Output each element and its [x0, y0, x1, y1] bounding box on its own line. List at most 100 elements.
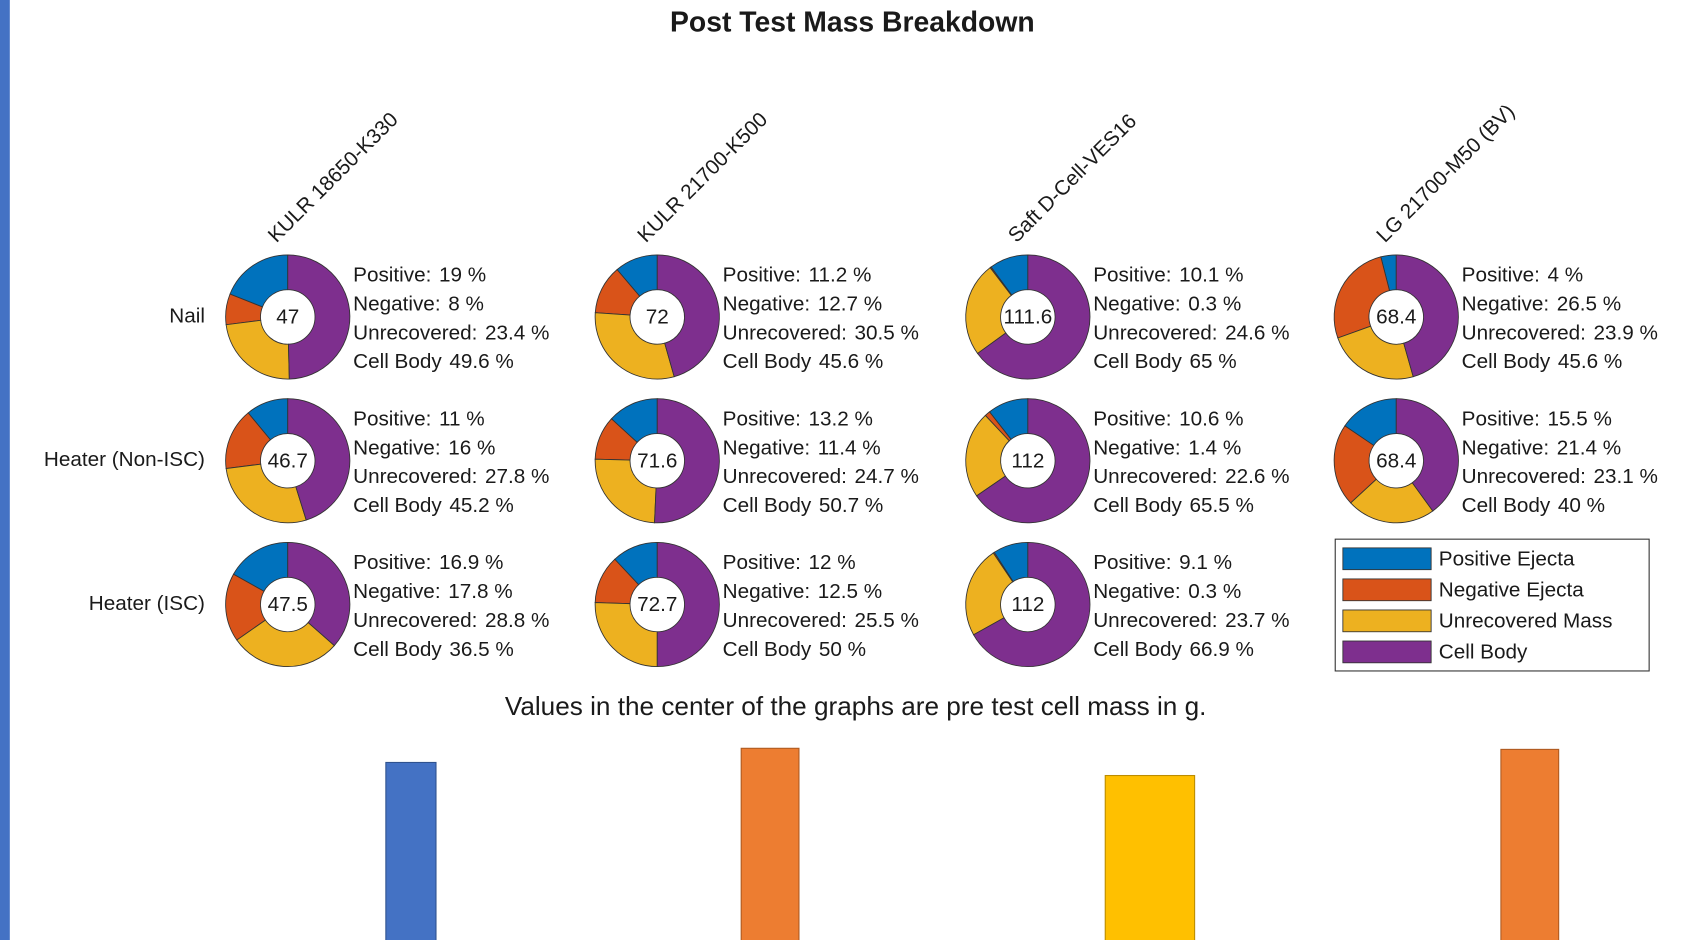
- label-name: Positive:: [1093, 408, 1171, 431]
- value-label: Positive: 13.2 %: [723, 408, 873, 431]
- label-value: 36.5 %: [449, 638, 513, 661]
- label-name: Negative:: [1093, 581, 1180, 604]
- donut-slice: [973, 541, 1091, 668]
- value-label: Positive: 19 %: [353, 264, 486, 287]
- value-label: Cell Body 65 %: [1093, 351, 1236, 374]
- label-value: 12.5 %: [818, 581, 882, 604]
- label-value: 45.6 %: [1558, 351, 1622, 374]
- center-mass: 72: [646, 306, 669, 329]
- label-value: 21.4 %: [1557, 437, 1621, 460]
- donut-slice: [594, 602, 658, 668]
- value-label: Cell Body 45.2 %: [353, 495, 514, 518]
- donut-slice: [1337, 325, 1414, 380]
- value-label: Unrecovered: 24.7 %: [723, 466, 919, 489]
- label-name: Unrecovered:: [1093, 322, 1217, 345]
- value-label: Cell Body 50.7 %: [723, 495, 884, 518]
- label-value: 65 %: [1189, 351, 1236, 374]
- center-mass: 68.4: [1376, 449, 1416, 472]
- value-label: Positive: 4 %: [1462, 264, 1584, 287]
- label-name: Cell Body: [723, 495, 812, 518]
- label-name: Unrecovered:: [723, 322, 847, 345]
- label-name: Unrecovered:: [353, 322, 477, 345]
- label-name: Negative:: [1462, 293, 1549, 316]
- label-value: 13.2 %: [809, 408, 873, 431]
- row-label: Nail: [169, 304, 205, 327]
- value-label: Cell Body 50 %: [723, 638, 866, 661]
- value-label: Positive: 10.6 %: [1093, 408, 1243, 431]
- legend-label: Cell Body: [1439, 640, 1528, 663]
- label-name: Negative:: [353, 293, 440, 316]
- label-name: Positive:: [353, 408, 431, 431]
- value-label: Unrecovered: 23.4 %: [353, 322, 549, 345]
- label-name: Cell Body: [1093, 351, 1182, 374]
- value-label: Cell Body 65.5 %: [1093, 495, 1254, 518]
- center-mass: 112: [1011, 449, 1044, 472]
- label-value: 4 %: [1548, 264, 1584, 287]
- legend-swatch: [1342, 609, 1432, 633]
- center-mass: 72.7: [637, 593, 677, 616]
- value-label: Positive: 9.1 %: [1093, 552, 1232, 575]
- donut-slice: [287, 398, 351, 521]
- value-label: Negative: 11.4 %: [723, 437, 881, 460]
- row-label: Heater (ISC): [89, 592, 205, 615]
- donut-slice: [236, 619, 335, 667]
- value-label: Unrecovered: 23.7 %: [1093, 609, 1289, 632]
- value-label: Positive: 10.1 %: [1093, 264, 1243, 287]
- value-label: Unrecovered: 22.6 %: [1093, 466, 1289, 489]
- label-name: Cell Body: [723, 638, 812, 661]
- label-name: Negative:: [353, 437, 440, 460]
- label-value: 8 %: [448, 293, 484, 316]
- label-value: 22.6 %: [1225, 466, 1289, 489]
- value-label: Unrecovered: 27.8 %: [353, 466, 549, 489]
- note: Values in the center of the graphs are p…: [505, 691, 1207, 721]
- label-value: 30.5 %: [855, 322, 919, 345]
- label-value: 65.5 %: [1189, 495, 1253, 518]
- donut-slice: [976, 254, 1091, 380]
- donut-slice: [965, 414, 1010, 497]
- bar: [385, 761, 437, 940]
- label-name: Cell Body: [1462, 351, 1551, 374]
- label-value: 11 %: [439, 408, 485, 431]
- label-name: Negative:: [723, 581, 810, 604]
- bar: [740, 747, 800, 940]
- label-value: 17.8 %: [448, 581, 512, 604]
- label-value: 66.9 %: [1189, 638, 1253, 661]
- donut-slice: [654, 398, 720, 524]
- chart-title: Post Test Mass Breakdown: [670, 6, 1035, 38]
- value-label: Cell Body 45.6 %: [723, 351, 884, 374]
- label-value: 45.6 %: [819, 351, 883, 374]
- label-name: Positive:: [723, 408, 801, 431]
- label-value: 23.7 %: [1225, 609, 1289, 632]
- value-label: Negative: 16 %: [353, 437, 495, 460]
- center-mass: 71.6: [637, 449, 677, 472]
- bar: [1104, 774, 1196, 940]
- value-label: Positive: 12 %: [723, 552, 856, 575]
- label-value: 12 %: [809, 552, 856, 575]
- label-value: 0.3 %: [1188, 581, 1241, 604]
- label-name: Cell Body: [1093, 638, 1182, 661]
- donut-slice: [594, 312, 675, 380]
- value-label: Positive: 16.9 %: [353, 552, 503, 575]
- row-label: Heater (Non-ISC): [44, 448, 205, 471]
- center-mass: 111.6: [1003, 306, 1052, 329]
- label-value: 25.5 %: [855, 609, 919, 632]
- label-value: 49.6 %: [449, 351, 513, 374]
- label-value: 11.2 %: [809, 264, 872, 287]
- label-value: 1.4 %: [1188, 437, 1241, 460]
- label-name: Positive:: [353, 264, 431, 287]
- label-name: Positive:: [1093, 552, 1171, 575]
- label-name: Cell Body: [353, 638, 442, 661]
- legend-label: Unrecovered Mass: [1439, 609, 1613, 632]
- value-label: Negative: 0.3 %: [1093, 293, 1241, 316]
- label-name: Positive:: [1462, 264, 1540, 287]
- label-value: 24.6 %: [1225, 322, 1289, 345]
- label-name: Negative:: [723, 293, 810, 316]
- value-label: Negative: 12.5 %: [723, 581, 882, 604]
- label-value: 23.1 %: [1594, 466, 1658, 489]
- donut-slice: [965, 267, 1012, 355]
- value-label: Cell Body 49.6 %: [353, 351, 514, 374]
- value-label: Unrecovered: 28.8 %: [353, 609, 549, 632]
- label-value: 0.3 %: [1188, 293, 1241, 316]
- label-value: 15.5 %: [1548, 408, 1612, 431]
